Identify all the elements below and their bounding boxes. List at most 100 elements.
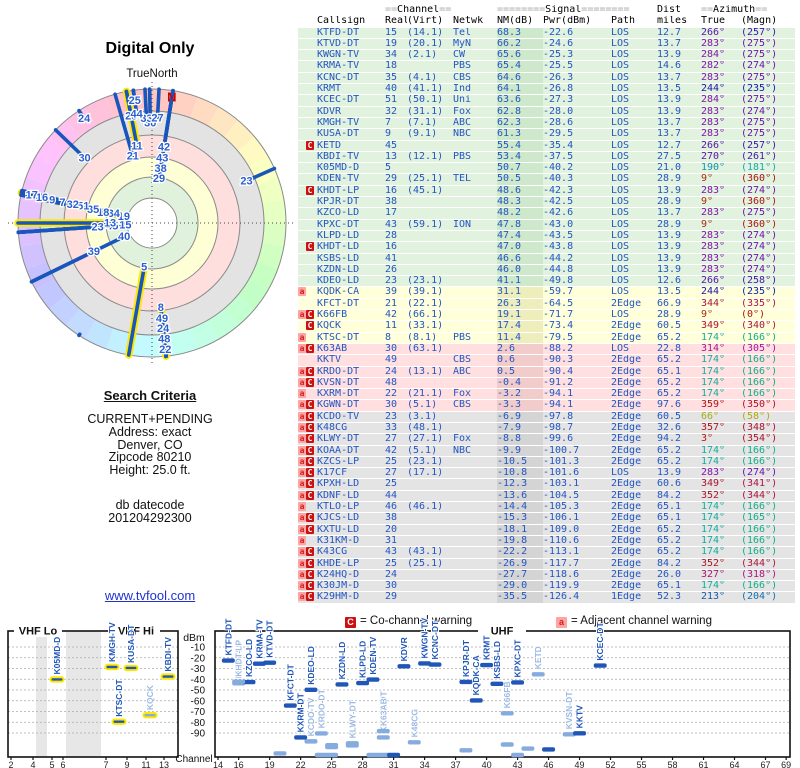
callsign-cell[interactable]: KLPD-LD <box>317 230 385 243</box>
station-marker-label: KMGH-TV <box>107 622 117 662</box>
azimuth-true-cell: 174° <box>701 366 741 378</box>
band-title: UHF <box>491 626 514 638</box>
adjacent-channel-flag: a <box>298 377 306 387</box>
virtual-channel-cell: (20.1) <box>407 38 453 51</box>
callsign-cell[interactable]: KTFD-DT <box>317 27 385 39</box>
callsign-cell[interactable]: KXRM-DT <box>317 388 385 401</box>
co-channel-flag: C <box>306 445 314 455</box>
radar-channel-label: 18 <box>97 207 109 219</box>
callsign-cell[interactable]: KFCT-DT <box>317 298 385 311</box>
legend-co-channel: C = Co-channel warning <box>345 615 472 628</box>
power-cell: -43.5 <box>543 230 611 243</box>
noise-margin-cell: 48.3 <box>497 196 543 209</box>
real-channel-cell: 8 <box>385 332 407 344</box>
station-marker <box>325 742 339 748</box>
noise-margin-cell: 50.5 <box>497 173 543 186</box>
callsign-cell[interactable]: KPXC-DT <box>317 219 385 231</box>
noise-margin-cell: -10.8 <box>497 467 543 480</box>
callsign-cell[interactable]: KPJR-DT <box>317 196 385 209</box>
callsign-cell[interactable]: KRMT <box>317 83 385 96</box>
callsign-cell[interactable]: K05MD-D <box>317 162 385 175</box>
co-channel-flag: C <box>306 456 314 466</box>
callsign-cell[interactable]: KXTU-LD <box>317 524 385 536</box>
network-cell <box>453 524 497 536</box>
callsign-cell[interactable]: KDNF-LD <box>317 490 385 503</box>
callsign-cell[interactable]: K63AB <box>317 343 385 356</box>
callsign-cell[interactable]: KTVD-DT <box>317 38 385 51</box>
real-channel-cell: 42 <box>385 309 407 322</box>
callsign-cell[interactable]: K48CG <box>317 422 385 435</box>
callsign-cell[interactable]: KKTV <box>317 354 385 367</box>
tvfool-link[interactable]: www.tvfool.com <box>104 588 196 603</box>
noise-margin-cell: -35.5 <box>497 591 543 604</box>
callsign-cell[interactable]: K31KM-D <box>317 535 385 548</box>
network-cell: Uni <box>453 94 497 107</box>
station-marker <box>49 676 65 683</box>
callsign-cell[interactable]: KZDN-LD <box>317 264 385 277</box>
callsign-cell[interactable]: K43CG <box>317 546 385 559</box>
callsign-cell[interactable]: KHDE-LP <box>317 558 385 570</box>
power-cell: -22.6 <box>543 27 611 39</box>
callsign-cell[interactable]: K17CF <box>317 467 385 480</box>
callsign-cell[interactable]: KCDO-TV <box>317 411 385 423</box>
callsign-cell[interactable]: K66FB <box>317 309 385 322</box>
callsign-cell[interactable]: KLWY-DT <box>317 433 385 446</box>
callsign-cell[interactable]: KGWN-DT <box>317 399 385 412</box>
radar-channel-label: 45 <box>106 220 118 232</box>
azimuth-true-cell: 349° <box>701 320 741 333</box>
callsign-cell[interactable]: KQCK <box>317 320 385 333</box>
callsign-cell[interactable]: KCNC-DT <box>317 72 385 85</box>
path-cell: LOS <box>611 230 657 243</box>
callsign-cell[interactable]: KZCS-LP <box>317 456 385 469</box>
callsign-cell[interactable]: KCEC-DT <box>317 94 385 107</box>
callsign-cell[interactable]: K24HQ-D <box>317 569 385 582</box>
callsign-cell[interactable]: KDEO-LD <box>317 275 385 288</box>
azimuth-true-cell: 174° <box>701 535 741 548</box>
callsign-cell[interactable]: KRMA-TV <box>317 60 385 73</box>
virtual-channel-cell: (3.1) <box>407 411 453 423</box>
callsign-cell[interactable]: KTSC-DT <box>317 332 385 344</box>
callsign-cell[interactable]: KQDK-CA <box>317 286 385 299</box>
station-row: KTVD-DT 19 (20.1) MyN 66.2 -24.6 LOS 13.7 283° (2… <box>298 38 795 51</box>
callsign-cell[interactable]: KZCO-LD <box>317 207 385 220</box>
channel-axis-label: Channel <box>175 754 212 765</box>
channel-tick-label: 9 <box>124 760 129 768</box>
callsign-cell[interactable]: KPXH-LD <box>317 478 385 491</box>
callsign-cell[interactable]: KTLO-LP <box>317 501 385 514</box>
callsign-cell[interactable]: KETD <box>317 140 385 152</box>
callsign-cell[interactable]: KDEN-TV <box>317 173 385 186</box>
azimuth-true-cell: 9° <box>701 219 741 231</box>
station-marker-label: KLWY-DT <box>347 699 357 738</box>
callsign-cell[interactable]: KWGN-TV <box>317 49 385 62</box>
callsign-cell[interactable]: KDVR <box>317 106 385 118</box>
station-marker-label: KHDT-LD <box>234 641 244 678</box>
radar-channel-label: 43 <box>156 152 168 164</box>
callsign-cell[interactable]: KVSN-DT <box>317 377 385 390</box>
radar-channel-label: 8 <box>158 302 164 314</box>
network-cell: PBS <box>453 60 497 73</box>
callsign-cell[interactable]: KRDO-DT <box>317 366 385 378</box>
callsign-cell[interactable]: KMGH-TV <box>317 117 385 130</box>
callsign-cell[interactable]: KOAA-DT <box>317 445 385 457</box>
co-channel-flag: C <box>306 185 314 195</box>
station-marker-label: KETD <box>533 646 543 669</box>
azimuth-magnetic-cell: (350°) <box>741 399 795 412</box>
real-channel-cell: 22 <box>385 388 407 401</box>
callsign-cell[interactable]: KHDT-LP <box>317 185 385 198</box>
radar-channel-label: 48 <box>158 334 170 346</box>
callsign-cell[interactable]: KBDI-TV <box>317 151 385 164</box>
callsign-cell[interactable]: KSBS-LD <box>317 253 385 265</box>
azimuth-magnetic-cell: (166°) <box>741 546 795 559</box>
callsign-cell[interactable]: K30JM-D <box>317 580 385 593</box>
real-channel-cell: 9 <box>385 128 407 141</box>
callsign-cell[interactable]: KHDT-LD <box>317 241 385 254</box>
station-row: KSBS-LD 41 46.6 -44.2 LOS 13.9 283° (274°) <box>298 253 795 265</box>
callsign-cell[interactable]: KJCS-LD <box>317 512 385 525</box>
adjacent-channel-flag: a <box>298 389 306 399</box>
path-cell: 2Edge <box>611 456 657 469</box>
db-datecode-value: 201204292300 <box>108 510 192 525</box>
station-marker-label: KQCK <box>145 684 155 710</box>
callsign-cell[interactable]: KUSA-DT <box>317 128 385 141</box>
callsign-cell[interactable]: K29HM-D <box>317 591 385 604</box>
path-cell: LOS <box>611 117 657 130</box>
